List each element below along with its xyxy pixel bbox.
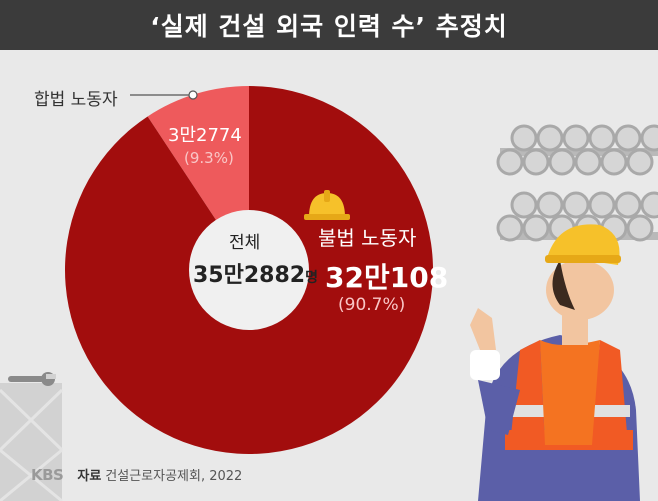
pipe	[626, 148, 654, 176]
source-value: 건설근로자공제회, 2022	[105, 469, 243, 484]
pipe	[626, 214, 654, 242]
pipe	[640, 124, 658, 152]
legal-category-label: 합법 노동자	[34, 90, 118, 110]
helmet-icon	[304, 190, 350, 220]
legal-percent-label: (9.3%)	[184, 149, 234, 167]
pipe	[562, 124, 590, 152]
source-label: 자료	[77, 469, 102, 484]
wrench-icon	[8, 372, 56, 386]
pipe	[548, 148, 576, 176]
illegal-value-label: 32만108	[325, 261, 449, 294]
illegal-percent-label: (90.7%)	[338, 295, 406, 315]
page-title: ‘실제 건설 외국 인력 수’ 추정치	[150, 12, 508, 41]
worker-illustration	[470, 224, 640, 501]
pipe	[510, 191, 538, 219]
scaffold-illustration	[0, 383, 64, 501]
pipe	[574, 148, 602, 176]
pipes-illustration	[496, 124, 658, 242]
pipe	[600, 148, 628, 176]
chart-area: 합법 노동자 3만2774 (9.3%) 불법 노동자 32만108 (90.7…	[0, 50, 658, 501]
pipe	[536, 191, 564, 219]
donut-hole	[189, 210, 309, 330]
pipe	[562, 191, 590, 219]
illegal-category-label: 불법 노동자	[318, 226, 417, 250]
legal-value-label: 3만2774	[168, 125, 242, 146]
total-value-label: 35만2882명	[193, 263, 318, 288]
pipe	[614, 191, 642, 219]
legal-leader-dot	[188, 90, 198, 100]
total-unit: 명	[305, 270, 318, 286]
title-bar: ‘실제 건설 외국 인력 수’ 추정치	[0, 0, 658, 50]
pipe	[496, 148, 524, 176]
source-text: 자료 건설근로자공제회, 2022	[77, 465, 242, 484]
pipe	[588, 191, 616, 219]
pipe	[522, 214, 550, 242]
pipe	[536, 124, 564, 152]
pipe	[640, 191, 658, 219]
pipe	[614, 124, 642, 152]
pipe	[588, 124, 616, 152]
footer: KBS 자료 건설근로자공제회, 2022	[31, 465, 242, 485]
chart-svg	[0, 86, 658, 501]
total-label: 전체	[229, 233, 261, 253]
pipe	[510, 124, 538, 152]
pipe	[496, 214, 524, 242]
kbs-logo: KBS	[31, 465, 64, 484]
pipe	[522, 148, 550, 176]
